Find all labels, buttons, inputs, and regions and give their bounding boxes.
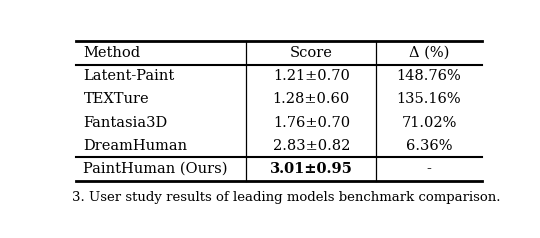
- Text: Δ (%): Δ (%): [409, 46, 449, 60]
- Text: DreamHuman: DreamHuman: [83, 139, 187, 153]
- Text: Method: Method: [83, 46, 140, 60]
- Text: TEXTure: TEXTure: [83, 92, 149, 106]
- Text: Fantasia3D: Fantasia3D: [83, 116, 167, 130]
- Text: 3.01±0.95: 3.01±0.95: [270, 162, 353, 176]
- Text: 135.16%: 135.16%: [397, 92, 461, 106]
- Text: 1.21±0.70: 1.21±0.70: [273, 69, 350, 83]
- Text: 6.36%: 6.36%: [406, 139, 453, 153]
- Text: 3. User study results of leading models benchmark comparison.: 3. User study results of leading models …: [72, 191, 500, 204]
- Text: PaintHuman (Ours): PaintHuman (Ours): [83, 162, 228, 176]
- Text: 148.76%: 148.76%: [397, 69, 461, 83]
- Text: -: -: [427, 162, 431, 176]
- Text: 2.83±0.82: 2.83±0.82: [273, 139, 350, 153]
- Text: 71.02%: 71.02%: [401, 116, 457, 130]
- Text: Latent-Paint: Latent-Paint: [83, 69, 174, 83]
- Text: Score: Score: [290, 46, 333, 60]
- Text: 1.28±0.60: 1.28±0.60: [273, 92, 350, 106]
- Text: 1.76±0.70: 1.76±0.70: [273, 116, 350, 130]
